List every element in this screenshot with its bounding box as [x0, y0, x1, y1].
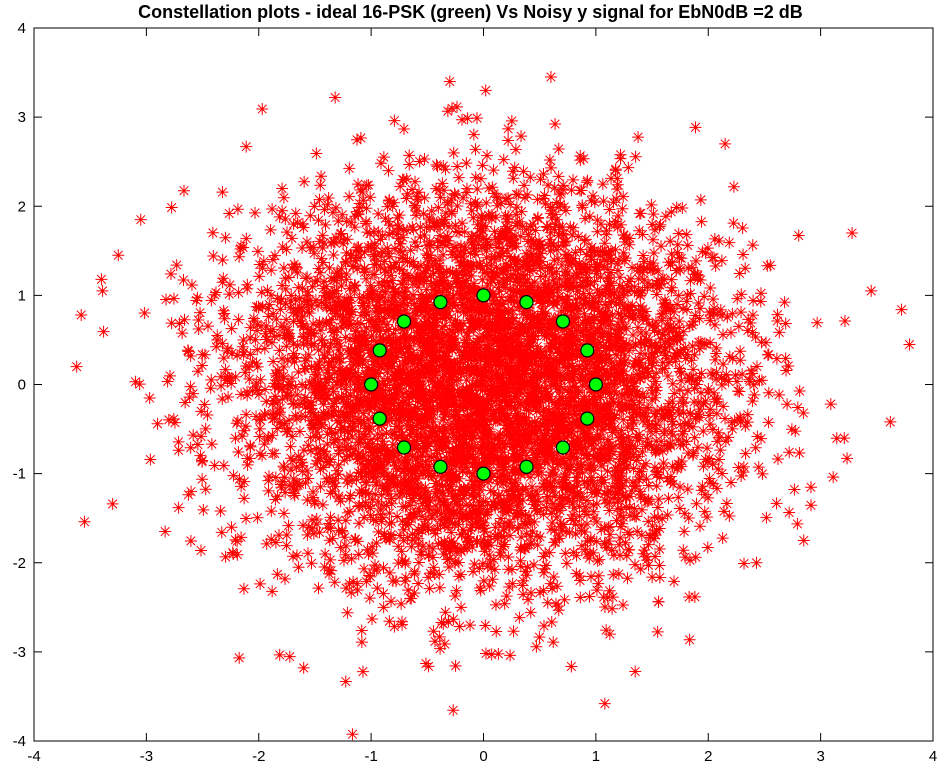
ideal-psk-point-9: [372, 411, 387, 426]
ideal-psk-point-4: [476, 288, 491, 303]
noisy-signal-markers-10: [75, 71, 908, 710]
y-tick-label-4: 0: [18, 377, 26, 394]
ideal-psk-point-13: [519, 459, 534, 474]
ideal-psk-point-1: [580, 343, 595, 358]
ideal-psk-point-6: [396, 314, 412, 329]
ideal-psk-point-10: [396, 440, 412, 455]
ideal-psk-point-11: [433, 459, 448, 474]
x-tick-label-1: -3: [140, 748, 153, 765]
chart-title: Constellation plots - ideal 16-PSK (gree…: [138, 2, 803, 22]
x-tick-label-5: 1: [592, 748, 600, 765]
ideal-psk-point-2: [555, 314, 571, 329]
y-tick-label-2: -2: [13, 555, 26, 572]
ideal-psk-point-15: [580, 411, 595, 426]
ideal-psk-point-8: [364, 377, 379, 392]
x-tick-label-7: 3: [816, 748, 824, 765]
ideal-psk-series: [364, 288, 603, 481]
x-tick-label-2: -2: [252, 748, 265, 765]
y-tick-label-6: 2: [18, 198, 26, 215]
noisy-signal-markers-9: [70, 103, 851, 670]
x-tick-label-3: -1: [364, 748, 377, 765]
axes: [33, 27, 934, 742]
ideal-psk-point-3: [519, 295, 534, 310]
ideal-psk-point-12: [476, 466, 491, 481]
ideal-psk-point-0: [588, 377, 603, 392]
x-tick-label-4: 0: [479, 748, 487, 765]
ideal-psk-point-7: [372, 343, 387, 358]
ideal-psk-point-5: [433, 295, 448, 310]
noisy-signal-series: [70, 71, 916, 741]
y-tick-label-1: -3: [13, 644, 26, 661]
x-tick-label-0: -4: [27, 748, 40, 765]
x-tick-label-8: 4: [929, 748, 937, 765]
y-tick-label-5: 1: [18, 287, 26, 304]
tick-labels: -4 -3 -2 -1 0 1 2 3 4 -4 -3 -2 -1 0 1 2 3 4: [13, 20, 938, 765]
y-tick-label-0: -4: [13, 733, 26, 750]
ideal-psk-point-14: [555, 440, 571, 455]
x-tick-label-6: 2: [704, 748, 712, 765]
y-tick-label-3: -1: [13, 466, 26, 483]
y-tick-label-8: 4: [18, 20, 26, 37]
y-tick-label-7: 3: [18, 109, 26, 126]
